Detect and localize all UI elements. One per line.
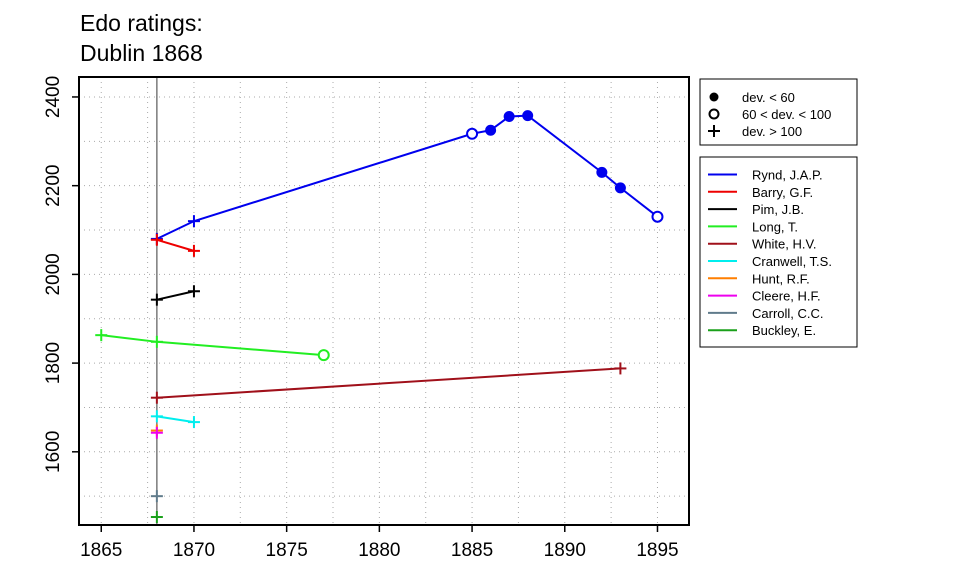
x-tick-label: 1895 [636, 540, 678, 561]
series-white-h-v [150, 362, 627, 404]
plot-frame [78, 76, 690, 526]
chart-title: Edo ratings: Dublin 1868 [80, 8, 203, 68]
x-axis: 1865 1870 1875 1880 1885 1890 1895 [80, 525, 679, 561]
data-point-plus [187, 416, 200, 429]
series-group [95, 110, 664, 524]
chart-title-line-1: Edo ratings: [80, 10, 203, 36]
x-tick-label: 1880 [358, 540, 400, 561]
x-tick-label: 1875 [266, 540, 308, 561]
chart-title-line-2: Dublin 1868 [80, 40, 203, 66]
series-legend-box [699, 156, 858, 348]
series-legend-label: Buckley, E. [752, 323, 816, 338]
series-line [156, 238, 195, 252]
x-tick-label: 1865 [80, 540, 122, 561]
series-rynd-j-a-p [150, 110, 664, 245]
data-point-plus [150, 410, 163, 423]
y-axis: 1600 1800 2000 2200 2400 [43, 76, 79, 473]
x-tick-label: 1890 [544, 540, 586, 561]
legend: dev. < 60 60 < dev. < 100 dev. > 100 Rynd, … [699, 78, 858, 348]
data-point-filled [485, 124, 497, 136]
data-point-open [317, 349, 330, 362]
series-carroll-c-c [150, 490, 163, 503]
series-buckley-e [150, 511, 163, 524]
y-tick-label: 1800 [43, 342, 64, 384]
series-line [156, 290, 195, 301]
data-point-plus [150, 233, 163, 246]
data-point-open [466, 127, 479, 140]
data-point-filled [614, 182, 626, 194]
series-long-t [95, 329, 330, 362]
series-cranwell-t-s [150, 410, 200, 429]
marker-legend-symbol [708, 125, 720, 137]
marker-legend-label: dev. > 100 [742, 124, 802, 139]
grid [78, 76, 690, 526]
y-tick-label: 2400 [43, 76, 64, 118]
series-legend-label: Carroll, C.C. [752, 306, 824, 321]
series-legend-label: White, H.V. [752, 237, 817, 252]
data-point-plus [150, 335, 163, 348]
x-tick-label: 1885 [451, 540, 493, 561]
series-cleere-h-f [150, 426, 163, 439]
series-legend-label: Hunt, R.F. [752, 271, 810, 286]
data-point-plus [150, 391, 163, 404]
data-point-plus [187, 285, 200, 298]
series-line [156, 415, 195, 424]
marker-legend-label: dev. < 60 [742, 90, 795, 105]
data-point-plus [187, 244, 200, 257]
series-line [156, 367, 621, 399]
data-point-plus [150, 511, 163, 524]
marker-legend: dev. < 60 60 < dev. < 100 dev. > 100 [699, 78, 858, 146]
series-barry-g-f [150, 233, 200, 257]
marker-legend-symbol [709, 92, 719, 102]
data-point-plus [614, 362, 627, 375]
data-point-plus [150, 490, 163, 503]
marker-legend-label: 60 < dev. < 100 [742, 107, 831, 122]
data-point-filled [522, 110, 534, 122]
series-legend-label: Barry, G.F. [752, 185, 813, 200]
x-tick-label: 1870 [173, 540, 215, 561]
series-line [156, 114, 659, 240]
data-point-filled [596, 166, 608, 178]
series-pim-j-b [150, 285, 200, 306]
marker-legend-symbol [708, 108, 720, 120]
y-tick-label: 2200 [43, 165, 64, 207]
series-legend-label: Pim, J.B. [752, 202, 804, 217]
series-legend-label: Cleere, H.F. [752, 289, 821, 304]
series-legend-label: Long, T. [752, 219, 798, 234]
y-tick-label: 2000 [43, 253, 64, 295]
data-point-plus [187, 215, 200, 228]
y-tick-label: 1600 [43, 431, 64, 473]
data-point-plus [95, 329, 108, 342]
marker-legend-box [699, 78, 858, 146]
series-legend: Rynd, J.A.P. Barry, G.F. Pim, J.B. Long, T.… [699, 156, 858, 348]
series-line [101, 334, 324, 357]
series-legend-label: Cranwell, T.S. [752, 254, 832, 269]
data-point-plus [150, 426, 163, 439]
data-point-plus [150, 293, 163, 306]
data-point-filled [503, 110, 515, 122]
data-point-open [651, 210, 664, 223]
series-legend-label: Rynd, J.A.P. [752, 168, 823, 183]
